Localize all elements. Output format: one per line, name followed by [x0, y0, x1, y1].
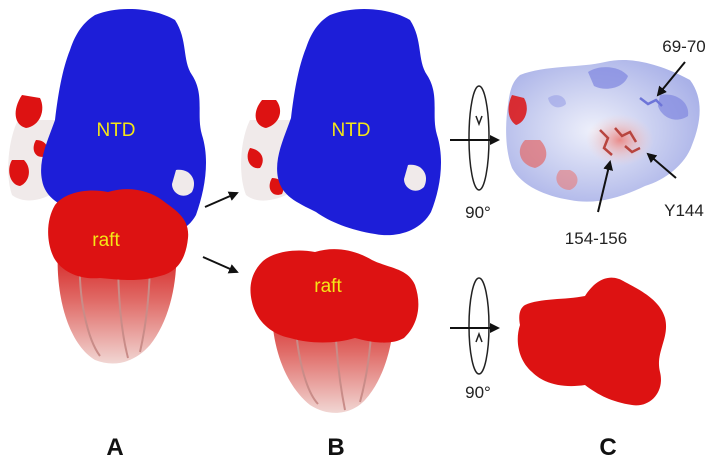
panel-c-top-view-surface: [506, 60, 700, 202]
panel-a-raft-surface: [48, 189, 189, 280]
arrow-site-69-70: [656, 61, 686, 97]
arrow-site-y144: [646, 152, 677, 179]
arrow-site-154-156: [597, 160, 613, 213]
site-label-y144: Y144: [664, 201, 704, 220]
arrow-a-to-b-ntd: [204, 191, 239, 208]
panel-a-ntd-surface: [41, 8, 207, 238]
panel-b-ntd-label: NTD: [331, 120, 370, 141]
panel-b-raft-label: raft: [314, 276, 342, 297]
panel-c-letter: C: [599, 434, 616, 461]
panel-a-structure: [8, 8, 207, 364]
panel-a-ntd-neutral-patch: [172, 169, 195, 196]
panel-a-letter: A: [106, 434, 123, 461]
panel-b-raft-structure: [250, 249, 419, 413]
rotation-label-top: 90°: [465, 203, 491, 222]
panel-b-letter: B: [327, 434, 344, 461]
panel-c-raft-top-view-surface: [517, 277, 667, 406]
panel-a-ntd-label: NTD: [96, 120, 135, 141]
site-label-154-156: 154-156: [565, 229, 627, 248]
rotation-symbol-top: [450, 85, 500, 191]
rotation-label-bottom: 90°: [465, 383, 491, 402]
panel-a-raft-label: raft: [92, 230, 120, 251]
rotation-symbol-bottom: [450, 277, 500, 375]
arrow-a-to-b-raft: [202, 256, 239, 274]
panel-b-ntd-structure: [241, 8, 442, 236]
site-label-69-70: 69-70: [662, 37, 705, 56]
